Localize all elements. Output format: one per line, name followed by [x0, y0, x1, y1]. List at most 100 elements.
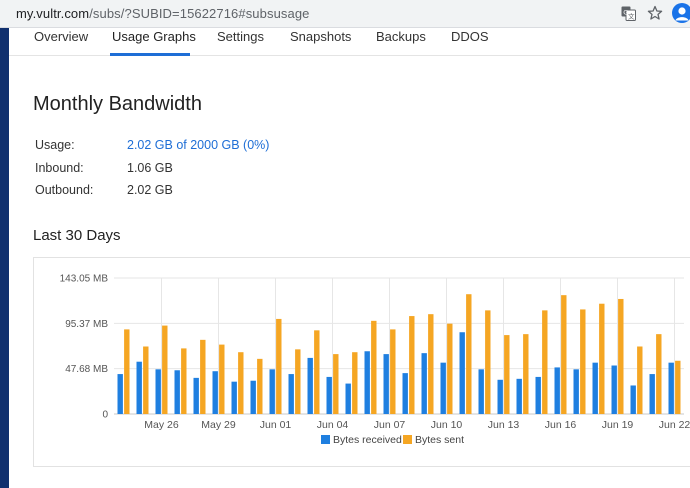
bar-bytes-sent [637, 346, 643, 414]
inbound-value: 1.06 GB [127, 161, 173, 175]
bar-bytes-sent [238, 352, 244, 414]
bar-bytes-received [497, 379, 503, 414]
bar-bytes-received [212, 371, 218, 414]
x-tick-label: Jun 22 [659, 419, 690, 431]
bar-bytes-sent [371, 320, 377, 414]
tab-usage-graphs[interactable]: Usage Graphs [112, 29, 196, 44]
svg-text:G: G [623, 8, 628, 16]
x-tick-label: May 26 [144, 419, 179, 431]
x-tick-label: Jun 04 [317, 419, 349, 431]
bar-bytes-received [592, 362, 598, 414]
bar-bytes-received [668, 362, 674, 414]
bar-bytes-sent [124, 329, 130, 414]
profile-avatar-icon[interactable] [672, 3, 690, 23]
outbound-label: Outbound: [35, 183, 94, 197]
bar-bytes-received [649, 374, 655, 414]
browser-address-bar: my.vultr.com/subs/?SUBID=15622716#subsus… [0, 0, 690, 28]
legend-entry: Bytes sent [415, 434, 464, 446]
monthly-bandwidth-title: Monthly Bandwidth [33, 93, 202, 115]
bar-bytes-sent [618, 298, 624, 414]
bar-bytes-received [136, 361, 142, 414]
bar-bytes-sent [295, 349, 301, 414]
bandwidth-chart-panel: 0 47.68 MB 95.37 MB 143.05 MB May 26 May 29 Ju… [33, 257, 690, 467]
x-tick-label: Jun 19 [602, 419, 634, 431]
legend-entry: Bytes received [333, 434, 402, 446]
bar-bytes-received [117, 374, 123, 414]
bar-bytes-sent [447, 323, 453, 414]
bandwidth-bar-chart: 0 47.68 MB 95.37 MB 143.05 MB May 26 May 29 Ju… [60, 274, 690, 447]
outbound-value: 2.02 GB [127, 183, 173, 197]
bar-bytes-received [288, 374, 294, 414]
bar-bytes-received [421, 353, 427, 414]
bookmark-star-icon[interactable] [647, 5, 663, 21]
last-30-days-title: Last 30 Days [33, 227, 121, 244]
bar-bytes-sent [599, 303, 605, 414]
bar-bytes-sent [466, 294, 472, 414]
x-tick-label: Jun 13 [488, 419, 520, 431]
x-tick-label: Jun 16 [545, 419, 577, 431]
x-tick-label: Jun 10 [431, 419, 463, 431]
bar-bytes-received [478, 369, 484, 414]
bar-bytes-received [269, 369, 275, 414]
usage-value[interactable]: 2.02 GB of 2000 GB (0%) [127, 138, 270, 152]
left-sidebar-strip [0, 28, 9, 488]
bar-bytes-received [326, 376, 332, 414]
bar-bytes-sent [542, 310, 548, 414]
bar-bytes-received [307, 357, 313, 414]
y-tick-label: 95.37 MB [65, 319, 108, 330]
bar-bytes-received [231, 381, 237, 414]
bar-bytes-sent [409, 316, 415, 414]
active-tab-indicator [110, 53, 190, 56]
y-tick-label: 47.68 MB [65, 364, 108, 375]
bar-bytes-received [383, 354, 389, 414]
bar-bytes-sent [675, 360, 681, 414]
bar-bytes-sent [561, 295, 567, 414]
bar-bytes-received [402, 373, 408, 414]
bar-bytes-sent [428, 314, 434, 414]
x-tick-label: Jun 01 [260, 419, 292, 431]
usage-label: Usage: [35, 138, 75, 152]
tab-ddos[interactable]: DDOS [451, 29, 489, 44]
bar-bytes-received [535, 376, 541, 414]
x-tick-label: May 29 [201, 419, 236, 431]
tab-settings[interactable]: Settings [217, 29, 264, 44]
bar-bytes-received [611, 365, 617, 414]
bar-bytes-received [174, 370, 180, 414]
bar-bytes-received [193, 377, 199, 414]
bar-bytes-received [516, 378, 522, 414]
tab-backups[interactable]: Backups [376, 29, 426, 44]
tab-snapshots[interactable]: Snapshots [290, 29, 352, 44]
svg-text:文: 文 [628, 12, 635, 21]
inbound-label: Inbound: [35, 161, 84, 175]
legend-swatch [403, 435, 412, 444]
tab-overview[interactable]: Overview [34, 29, 89, 44]
bar-bytes-sent [656, 334, 662, 414]
bar-bytes-received [459, 332, 465, 414]
translate-icon[interactable]: G 文 [621, 6, 636, 21]
bar-bytes-received [573, 369, 579, 414]
legend-swatch [321, 435, 330, 444]
bar-bytes-sent [580, 309, 586, 414]
bar-bytes-sent [143, 346, 149, 414]
bar-bytes-received [630, 385, 636, 414]
url-field[interactable]: my.vultr.com/subs/?SUBID=15622716#subsus… [16, 6, 310, 21]
bar-bytes-received [554, 367, 560, 414]
bar-bytes-sent [314, 330, 320, 414]
bar-bytes-sent [504, 335, 510, 414]
bar-bytes-sent [276, 318, 282, 414]
x-tick-label: Jun 07 [374, 419, 406, 431]
subscription-tabs: Overview Usage Graphs Settings Snapshots… [9, 28, 690, 56]
url-path: /subs/?SUBID=15622716#subsusage [89, 6, 310, 21]
bar-bytes-sent [219, 344, 225, 414]
bar-bytes-sent [257, 358, 263, 414]
bar-bytes-sent [523, 334, 529, 414]
bar-bytes-received [155, 369, 161, 414]
bar-bytes-sent [181, 348, 187, 414]
bar-bytes-sent [333, 354, 339, 414]
y-tick-label: 0 [102, 410, 108, 421]
bar-bytes-received [250, 380, 256, 414]
bar-bytes-received [440, 362, 446, 414]
bar-bytes-sent [390, 329, 396, 414]
bar-bytes-sent [485, 310, 491, 414]
bar-bytes-received [364, 351, 370, 414]
